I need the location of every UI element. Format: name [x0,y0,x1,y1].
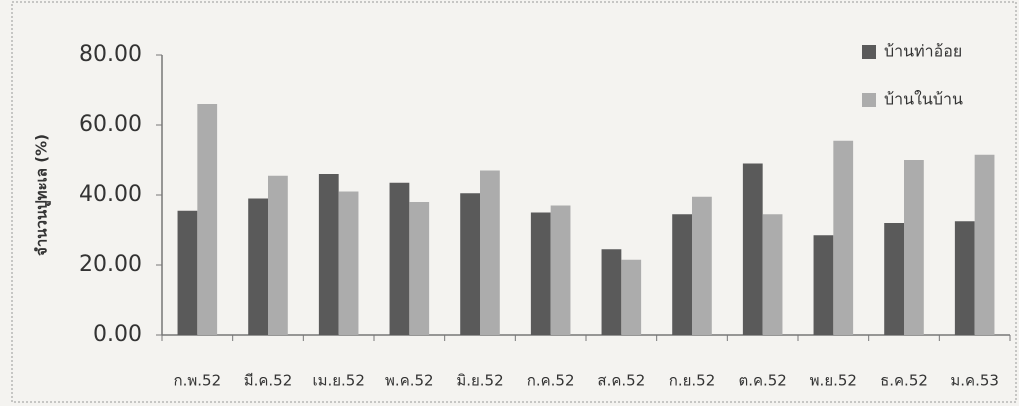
y-tick-label: 0.00 [93,322,142,347]
bar [197,104,218,335]
x-tick-label: ม.ค.53 [950,372,999,390]
bar [672,214,692,335]
x-tick-label: พ.ค.52 [385,372,434,390]
y-tick-label: 80.00 [79,42,142,67]
legend-label: บ้านท่าอ้อย [884,42,962,61]
x-tick-label: มี.ค.52 [244,372,293,390]
chart-frame [11,1,1017,403]
bar [530,212,551,335]
y-axis-label: จำนวนปูทะเล (%) [33,134,52,256]
bar [974,154,995,335]
y-tick-label: 60.00 [79,112,142,137]
bar [338,191,359,335]
x-tick-label: มิ.ย.52 [456,372,503,390]
bar [762,214,783,335]
x-tick-label: ก.พ.52 [174,372,222,390]
bar [248,198,268,335]
bar [389,182,410,335]
bar [954,221,975,335]
bar [833,140,854,335]
legend-swatch [862,93,876,107]
bar [692,196,712,335]
bar [409,202,430,335]
bar [813,235,834,335]
x-tick-label: ส.ค.52 [597,372,645,390]
x-tick-label: ก.ย.52 [669,372,716,390]
bar [460,193,480,335]
bar [268,175,288,335]
bar [480,170,500,335]
x-tick-label: เม.ย.52 [312,372,364,390]
bar [601,249,622,335]
x-tick-label: พ.ย.52 [810,372,857,390]
bar [177,210,198,335]
x-tick-label: ธ.ค.52 [880,372,928,390]
bar [550,205,571,335]
bar [884,223,904,335]
y-tick-label: 20.00 [79,252,142,277]
bar [621,259,642,335]
legend-swatch [862,45,876,59]
bar [742,163,763,335]
bar [318,174,339,335]
y-tick-label: 40.00 [79,182,142,207]
x-tick-label: ต.ค.52 [738,372,786,390]
bar [904,160,924,335]
legend-label: บ้านในบ้าน [884,90,963,109]
x-tick-label: ก.ค.52 [527,372,575,390]
